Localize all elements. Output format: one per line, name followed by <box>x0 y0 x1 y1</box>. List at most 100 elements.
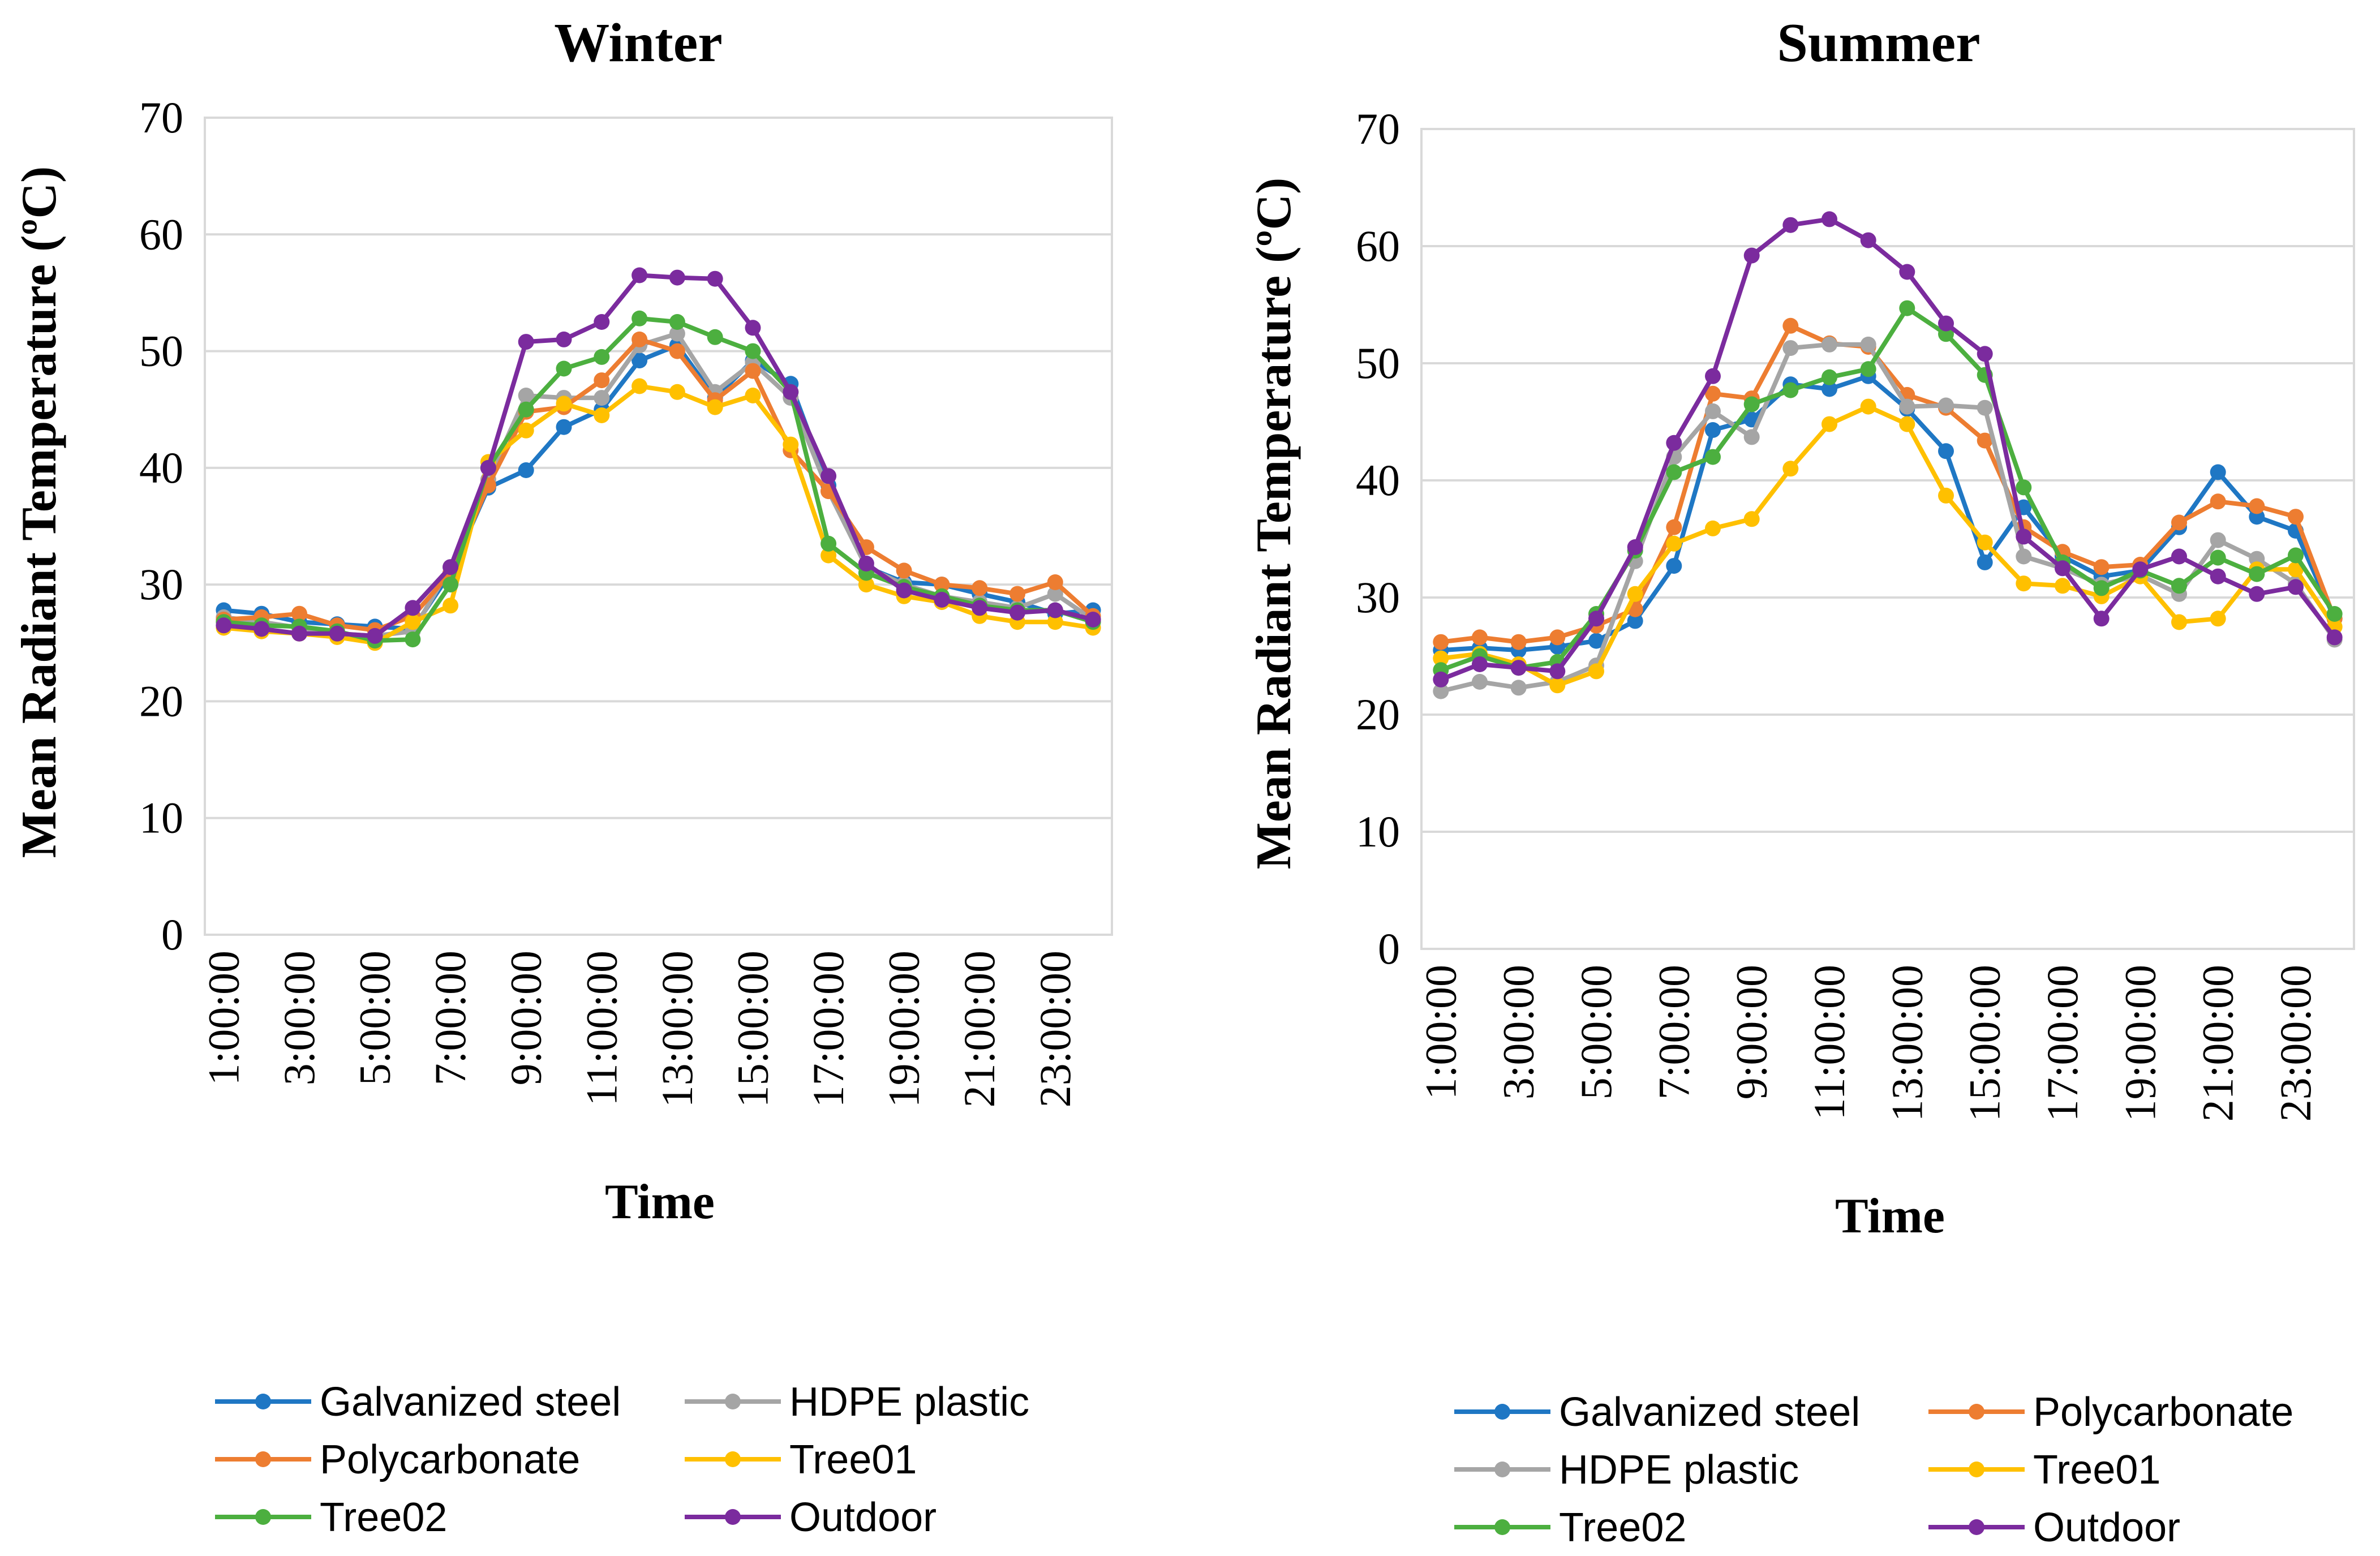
data-point <box>329 625 345 642</box>
data-point <box>1743 429 1760 445</box>
legend-swatch-marker <box>725 1451 741 1467</box>
data-point <box>1899 398 1915 415</box>
data-point <box>1821 336 1837 353</box>
data-point <box>1549 663 1566 680</box>
data-point <box>1977 534 1993 551</box>
data-point <box>858 556 874 571</box>
data-point <box>1085 612 1101 627</box>
legend-item: Polycarbonate <box>215 1437 580 1482</box>
winter-chart: Winter Time Mean Radiant Temperature (ºC… <box>12 12 1113 1540</box>
legend-label: Tree01 <box>2033 1447 2160 1493</box>
data-point <box>669 314 685 330</box>
data-point <box>1510 680 1527 696</box>
legend-item: Tree01 <box>1928 1447 2160 1493</box>
data-point <box>2171 614 2187 630</box>
data-point <box>1009 586 1025 602</box>
x-tick-label: 3:00:00 <box>1494 965 1543 1099</box>
legend-label: Galvanized steel <box>1559 1390 1860 1435</box>
data-point <box>1705 368 1721 384</box>
data-point <box>518 462 534 478</box>
data-point <box>518 334 534 350</box>
plot-area-frame <box>204 117 1113 936</box>
series-polycarbonate <box>1433 317 2343 650</box>
data-point <box>2288 509 2304 525</box>
legend-swatch-marker <box>1494 1404 1510 1420</box>
legend-label: Polycarbonate <box>320 1437 580 1482</box>
data-point <box>2016 479 2032 496</box>
data-point <box>1627 586 1643 602</box>
x-tick-label: 13:00:00 <box>652 951 702 1107</box>
x-tick-label: 5:00:00 <box>1571 965 1621 1099</box>
data-point <box>2171 548 2187 565</box>
data-point <box>443 598 459 614</box>
data-point <box>443 577 459 593</box>
legend-swatch-marker <box>1494 1462 1510 1477</box>
legend-swatch-marker <box>255 1451 271 1467</box>
x-tick-label: 7:00:00 <box>1649 965 1698 1099</box>
series-line <box>224 273 1094 638</box>
y-tick-label: 20 <box>139 676 183 725</box>
data-point <box>631 310 648 326</box>
x-tick-label: 17:00:00 <box>804 951 853 1107</box>
data-point <box>443 559 459 575</box>
data-point <box>1047 602 1063 618</box>
legend-item: HDPE plastic <box>1454 1447 1799 1493</box>
data-point <box>2210 549 2226 566</box>
data-point <box>934 577 950 593</box>
data-point <box>2249 566 2265 582</box>
y-tick-label: 10 <box>1356 807 1400 856</box>
data-point <box>1860 398 1876 415</box>
data-point <box>1705 520 1721 536</box>
data-point <box>745 320 761 336</box>
data-point <box>1666 558 1682 574</box>
data-point <box>1821 369 1837 385</box>
data-point <box>1666 535 1682 552</box>
y-tick-label: 40 <box>139 443 183 492</box>
data-point <box>594 314 610 330</box>
data-point <box>1705 449 1721 465</box>
data-point <box>820 468 837 484</box>
y-tick-label: 60 <box>1356 221 1400 270</box>
y-tick-label: 40 <box>1356 455 1400 505</box>
data-point <box>1977 432 1993 449</box>
data-point <box>1743 511 1760 527</box>
data-point <box>707 399 723 415</box>
data-point <box>518 388 534 403</box>
data-point <box>745 388 761 403</box>
legend-item: Polycarbonate <box>1928 1390 2293 1435</box>
data-point <box>707 329 723 345</box>
legend-item: HDPE plastic <box>685 1379 1029 1425</box>
data-point <box>1782 317 1799 334</box>
data-point <box>1782 382 1799 398</box>
legend-swatch-marker <box>1969 1462 1984 1477</box>
legend-swatch-marker <box>255 1509 271 1525</box>
data-point <box>707 270 723 287</box>
series-tree01 <box>216 378 1101 651</box>
data-point <box>405 631 421 648</box>
x-tick-label: 21:00:00 <box>2193 965 2242 1121</box>
series-galvanized-steel <box>1433 368 2343 659</box>
series-hdpe-plastic <box>216 325 1101 644</box>
data-point <box>1666 464 1682 480</box>
data-point <box>1588 633 1604 649</box>
x-tick-label: 21:00:00 <box>955 951 1004 1107</box>
data-point <box>291 605 307 622</box>
data-point <box>1899 416 1915 432</box>
data-point <box>1588 663 1604 680</box>
data-point <box>2016 575 2032 592</box>
legend-item: Galvanized steel <box>215 1379 621 1425</box>
x-tick-label: 3:00:00 <box>274 951 324 1085</box>
y-tick-label: 20 <box>1356 690 1400 739</box>
data-point <box>2210 568 2226 584</box>
data-point <box>2249 498 2265 514</box>
y-tick-label: 0 <box>1378 924 1400 973</box>
summer-chart: Summer Time Mean Radiant Temperature (ºC… <box>1247 12 2355 1550</box>
data-point <box>1047 614 1063 630</box>
data-point <box>2093 580 2110 596</box>
data-point <box>1821 381 1837 397</box>
data-point <box>1977 346 1993 362</box>
data-point <box>896 562 912 579</box>
y-axis-title: Mean Radiant Temperature (ºC) <box>12 166 67 858</box>
data-point <box>972 600 988 616</box>
data-point <box>2210 532 2226 548</box>
